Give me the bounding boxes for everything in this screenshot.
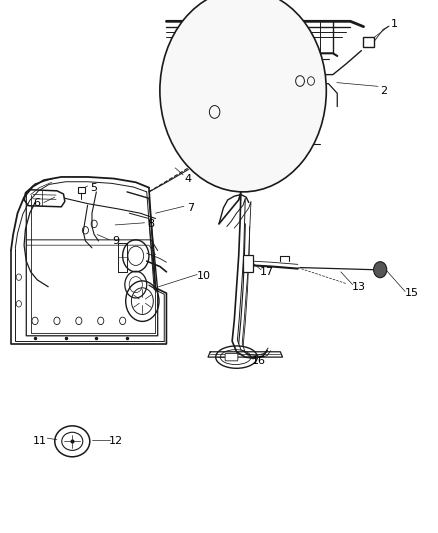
FancyBboxPatch shape: [225, 353, 238, 361]
Circle shape: [374, 262, 387, 278]
Text: 2: 2: [380, 86, 387, 95]
FancyBboxPatch shape: [363, 37, 374, 47]
Text: 12: 12: [109, 436, 123, 446]
Text: 5: 5: [91, 183, 98, 192]
Text: 8: 8: [148, 219, 155, 229]
Text: 7: 7: [187, 203, 194, 213]
Text: 17: 17: [260, 267, 274, 277]
Text: 11: 11: [32, 436, 46, 446]
Text: 6: 6: [34, 198, 41, 207]
Text: 16: 16: [251, 357, 265, 366]
Text: 15: 15: [405, 288, 419, 298]
Text: 1: 1: [391, 19, 398, 29]
FancyBboxPatch shape: [243, 255, 253, 272]
Text: 13: 13: [352, 282, 366, 292]
Text: 4: 4: [185, 174, 192, 183]
Text: 9: 9: [113, 236, 120, 246]
FancyBboxPatch shape: [78, 187, 85, 193]
Circle shape: [160, 0, 326, 192]
Text: 10: 10: [197, 271, 211, 281]
